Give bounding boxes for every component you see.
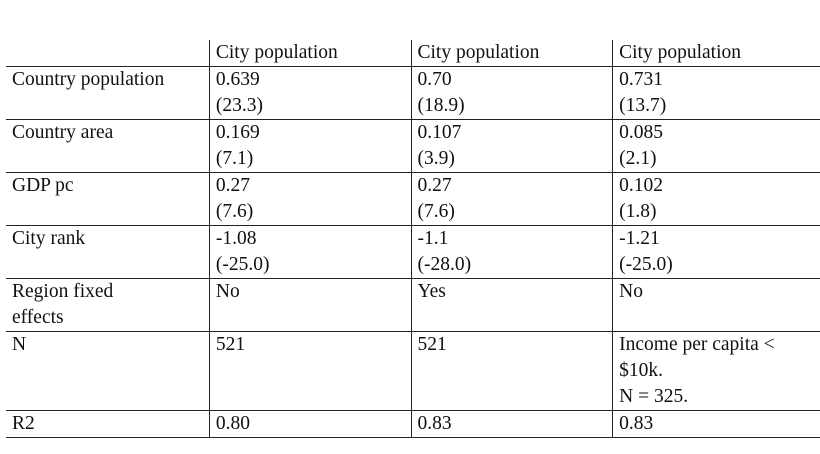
table-row: N 521 521 Income per capita < $10k. N = 32… xyxy=(6,331,820,411)
table-row: Country population 0.639 (23.3) 0.70 (18.9… xyxy=(6,66,820,120)
table-cell: 521 xyxy=(208,331,411,411)
table-cell: 0.70 (18.9) xyxy=(410,66,613,120)
table-cell: 0.639 (23.3) xyxy=(208,66,411,120)
table-cell: 0.83 xyxy=(410,410,613,438)
row-label: R2 xyxy=(6,410,210,438)
header-cell-3: City population xyxy=(612,40,820,67)
table-row: R2 0.80 0.83 0.83 xyxy=(6,410,820,438)
table-cell: 521 xyxy=(410,331,613,411)
table-cell: 0.27 (7.6) xyxy=(208,172,411,226)
table-cell: No xyxy=(208,278,411,332)
header-cell-blank xyxy=(6,40,210,67)
table-cell: 0.107 (3.9) xyxy=(410,119,613,173)
row-label: City rank xyxy=(6,225,210,279)
table-cell: 0.169 (7.1) xyxy=(208,119,411,173)
table-row: GDP pc 0.27 (7.6) 0.27 (7.6) 0.102 (1.8) xyxy=(6,172,820,226)
table-cell: -1.1 (-28.0) xyxy=(410,225,613,279)
table-cell: -1.21 (-25.0) xyxy=(612,225,820,279)
row-label: GDP pc xyxy=(6,172,210,226)
table-cell: Income per capita < $10k. N = 325. xyxy=(612,331,820,411)
table-cell: 0.731 (13.7) xyxy=(612,66,820,120)
regression-table: City population City population City pop… xyxy=(6,40,820,438)
table-row: City rank -1.08 (-25.0) -1.1 (-28.0) -1.21… xyxy=(6,225,820,279)
header-cell-1: City population xyxy=(208,40,411,67)
table-cell: 0.83 xyxy=(612,410,820,438)
table-cell: -1.08 (-25.0) xyxy=(208,225,411,279)
table-cell: 0.27 (7.6) xyxy=(410,172,613,226)
table-cell: 0.80 xyxy=(208,410,411,438)
table-cell: No xyxy=(612,278,820,332)
table-row: Country area 0.169 (7.1) 0.107 (3.9) 0.085… xyxy=(6,119,820,173)
row-label: Country area xyxy=(6,119,210,173)
table-row: Region fixed effects No Yes No xyxy=(6,278,820,332)
row-label: N xyxy=(6,331,210,411)
row-label: Region fixed effects xyxy=(6,278,210,332)
header-cell-2: City population xyxy=(410,40,613,67)
table-cell: 0.102 (1.8) xyxy=(612,172,820,226)
row-label: Country population xyxy=(6,66,210,120)
table-cell: 0.085 (2.1) xyxy=(612,119,820,173)
table-cell: Yes xyxy=(410,278,613,332)
table-header-row: City population City population City pop… xyxy=(6,40,820,67)
